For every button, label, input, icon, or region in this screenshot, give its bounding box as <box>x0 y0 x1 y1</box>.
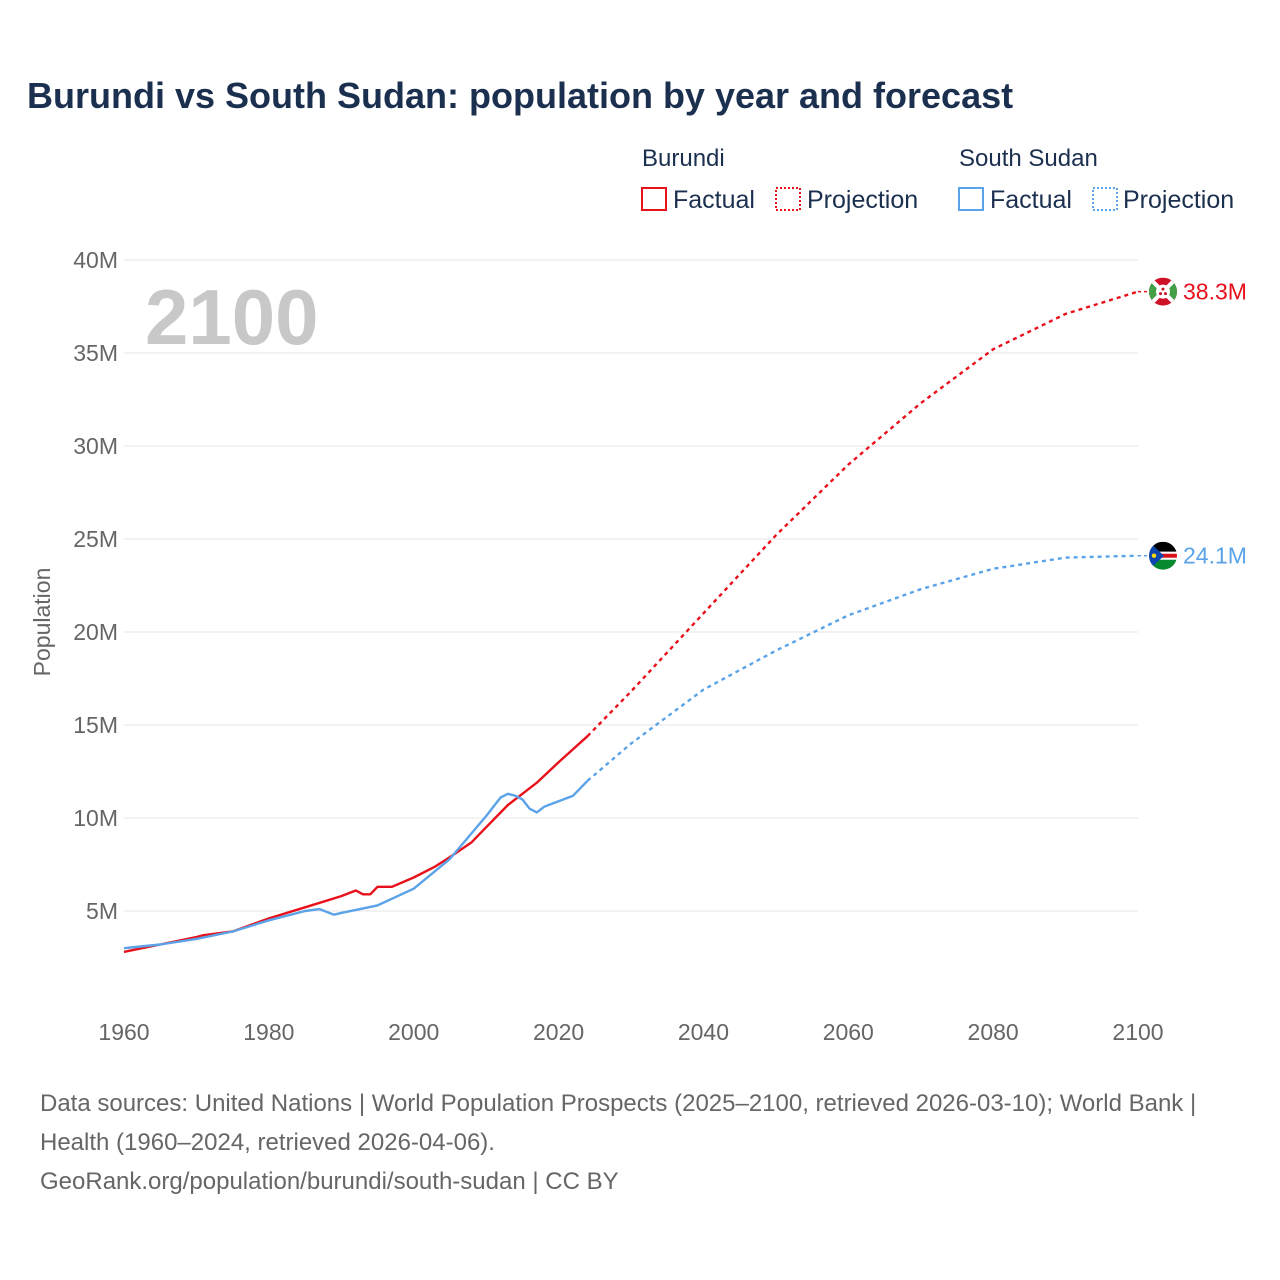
current-year-watermark: 2100 <box>145 273 319 361</box>
burundi-flag-icon <box>1149 277 1177 306</box>
y-tick-label: 10M <box>73 805 118 831</box>
legend-label-burundi-projection[interactable]: Projection <box>807 186 918 214</box>
legend: Burundi Factual Projection South Sudan F… <box>641 145 1234 214</box>
series-line-burundi-factual[interactable] <box>123 735 589 954</box>
legend-swatch-burundi-factual[interactable] <box>641 187 667 211</box>
x-axis-ticks: 1960 1980 2000 2020 2040 2060 2080 2100 <box>98 1019 1163 1045</box>
y-tick-label: 35M <box>73 340 118 366</box>
y-tick-label: 15M <box>73 712 118 738</box>
legend-label-south-sudan-factual[interactable]: Factual <box>990 186 1072 214</box>
grid <box>124 259 1138 912</box>
x-tick-label: 1960 <box>98 1019 149 1045</box>
legend-label-burundi-factual[interactable]: Factual <box>673 186 755 214</box>
y-tick-label: 30M <box>73 433 118 459</box>
legend-label-south-sudan-projection[interactable]: Projection <box>1123 186 1234 214</box>
south-sudan-flag-icon <box>1149 541 1177 570</box>
x-tick-label: 2000 <box>388 1019 439 1045</box>
x-tick-label: 1980 <box>243 1019 294 1045</box>
chart-title: Burundi vs South Sudan: population by ye… <box>27 75 1013 116</box>
series <box>123 290 1149 954</box>
y-axis-ticks: 5M 10M 15M 20M 25M 30M 35M 40M <box>73 247 118 924</box>
footer-credit[interactable]: GeoRank.org/population/burundi/south-sud… <box>40 1168 619 1195</box>
series-line-burundi-projection[interactable] <box>586 290 1139 738</box>
end-value-label-south-sudan: 24.1M <box>1183 543 1247 569</box>
legend-swatch-south-sudan-factual[interactable] <box>958 187 984 211</box>
x-tick-label: 2060 <box>823 1019 874 1045</box>
y-tick-label: 40M <box>73 247 118 273</box>
footer: Data sources: United Nations | World Pop… <box>40 1084 1230 1201</box>
legend-swatch-burundi-projection[interactable] <box>775 187 801 211</box>
series-line-south-sudan-projection[interactable] <box>586 554 1139 782</box>
x-tick-label: 2100 <box>1112 1019 1163 1045</box>
x-tick-label: 2080 <box>968 1019 1019 1045</box>
legend-group-title-burundi: Burundi <box>642 145 725 172</box>
x-tick-label: 2020 <box>533 1019 584 1045</box>
end-markers: 38.3M 24.1M <box>1149 277 1247 570</box>
y-tick-label: 25M <box>73 526 118 552</box>
y-axis-title: Population <box>29 568 55 677</box>
end-value-label-burundi: 38.3M <box>1183 279 1247 305</box>
legend-swatch-south-sudan-projection[interactable] <box>1092 187 1118 211</box>
x-tick-label: 2040 <box>678 1019 729 1045</box>
series-line-south-sudan-factual[interactable] <box>123 779 589 950</box>
footer-sources: Data sources: United Nations | World Pop… <box>40 1090 1197 1156</box>
y-tick-label: 20M <box>73 619 118 645</box>
y-tick-label: 5M <box>86 898 118 924</box>
legend-group-title-south-sudan: South Sudan <box>959 145 1098 172</box>
population-chart: Burundi vs South Sudan: population by ye… <box>27 75 1247 1045</box>
